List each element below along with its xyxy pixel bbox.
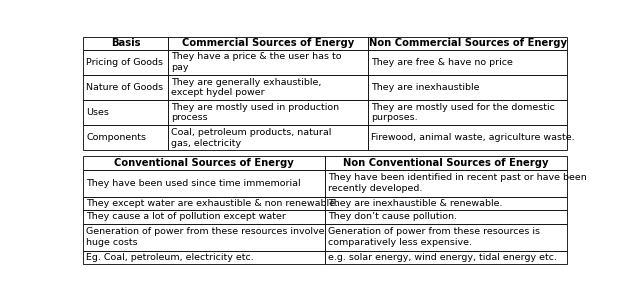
Bar — [325, 251, 567, 264]
Bar — [83, 170, 325, 197]
Bar — [83, 37, 168, 49]
Text: Generation of power from these resources is
comparatively less expensive.: Generation of power from these resources… — [328, 227, 540, 247]
Bar — [83, 49, 168, 75]
Text: They are mostly used in production
process: They are mostly used in production proce… — [171, 103, 339, 122]
Text: They are free & have no price: They are free & have no price — [372, 58, 514, 67]
Text: Non Conventional Sources of Energy: Non Conventional Sources of Energy — [343, 158, 548, 168]
Bar — [83, 251, 325, 264]
Bar — [325, 170, 567, 197]
Text: They don’t cause pollution.: They don’t cause pollution. — [328, 212, 457, 221]
Text: Nature of Goods: Nature of Goods — [86, 83, 163, 92]
Bar — [83, 197, 325, 210]
Text: Pricing of Goods: Pricing of Goods — [86, 58, 163, 67]
Text: They have been used since time immemorial: They have been used since time immemoria… — [86, 179, 301, 188]
Text: They are inexhaustible & renewable.: They are inexhaustible & renewable. — [328, 199, 502, 208]
Bar — [83, 100, 168, 125]
Bar — [325, 197, 567, 210]
Text: They are mostly used for the domestic
purposes.: They are mostly used for the domestic pu… — [372, 103, 555, 122]
Bar — [325, 224, 567, 251]
Text: Basis: Basis — [111, 38, 140, 48]
Bar — [368, 75, 567, 100]
Bar — [83, 210, 325, 224]
Bar — [168, 125, 368, 150]
Text: They except water are exhaustible & non renewable.: They except water are exhaustible & non … — [86, 199, 338, 208]
Bar — [368, 100, 567, 125]
Text: They cause a lot of pollution except water: They cause a lot of pollution except wat… — [86, 212, 286, 221]
Text: They have been identified in recent past or have been
recently developed.: They have been identified in recent past… — [328, 173, 586, 193]
Text: e.g. solar energy, wind energy, tidal energy etc.: e.g. solar energy, wind energy, tidal en… — [328, 253, 557, 262]
Bar — [83, 224, 325, 251]
Bar — [368, 37, 567, 49]
Bar — [168, 75, 368, 100]
Bar — [325, 156, 567, 170]
Text: Conventional Sources of Energy: Conventional Sources of Energy — [114, 158, 294, 168]
Bar — [325, 210, 567, 224]
Bar — [168, 37, 368, 49]
Bar — [168, 100, 368, 125]
Text: Components: Components — [86, 134, 146, 142]
Bar — [368, 125, 567, 150]
Text: Non Commercial Sources of Energy: Non Commercial Sources of Energy — [368, 38, 567, 48]
Text: Uses: Uses — [86, 108, 109, 117]
Text: Commercial Sources of Energy: Commercial Sources of Energy — [182, 38, 354, 48]
Bar — [83, 125, 168, 150]
Text: They are inexhaustible: They are inexhaustible — [372, 83, 480, 92]
Bar — [83, 156, 325, 170]
Text: They are generally exhaustible,
except hydel power: They are generally exhaustible, except h… — [171, 78, 321, 97]
Bar — [368, 49, 567, 75]
Bar — [168, 49, 368, 75]
Text: Eg. Coal, petroleum, electricity etc.: Eg. Coal, petroleum, electricity etc. — [86, 253, 254, 262]
Text: Generation of power from these resources involve
huge costs: Generation of power from these resources… — [86, 227, 325, 247]
Text: Coal, petroleum products, natural
gas, electricity: Coal, petroleum products, natural gas, e… — [171, 128, 331, 148]
Bar — [83, 75, 168, 100]
Text: They have a price & the user has to
pay: They have a price & the user has to pay — [171, 52, 341, 72]
Text: Firewood, animal waste, agriculture waste.: Firewood, animal waste, agriculture wast… — [372, 134, 575, 142]
